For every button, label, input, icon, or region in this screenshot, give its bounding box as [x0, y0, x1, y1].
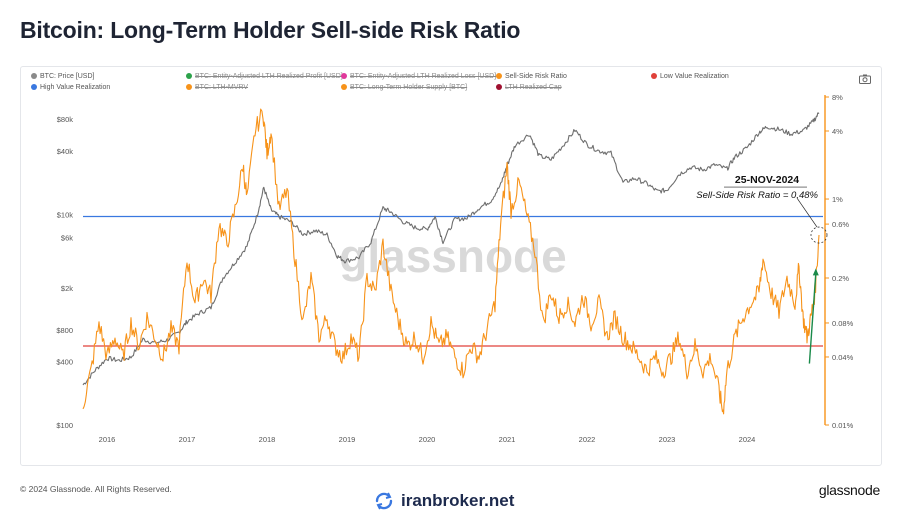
y-left-tick-label: $2k [61, 284, 73, 293]
x-tick-label: 2019 [339, 435, 356, 444]
footer-brand-logo: glassnode [818, 482, 880, 498]
legend-item[interactable]: Sell-Side Risk Ratio [496, 72, 567, 81]
y-left-tick-label: $6k [61, 234, 73, 243]
legend-label: BTC: Price [USD] [40, 73, 95, 80]
y-right-tick-label: 4% [832, 127, 843, 136]
legend-label: BTC: LTH-MVRV [195, 84, 249, 91]
legend-dot [31, 84, 37, 90]
y-left-tick-label: $100 [56, 421, 73, 430]
trend-arrow-head [812, 268, 819, 276]
annotation-pointer [796, 197, 818, 228]
site-name: iranbroker.net [401, 491, 515, 510]
legend-dot [341, 84, 347, 90]
footer-copyright: © 2024 Glassnode. All Rights Reserved. [20, 484, 172, 494]
y-right-tick-label: 0.2% [832, 274, 849, 283]
legend-label: BTC: Entity-Adjusted LTH Realized Loss [… [350, 73, 497, 80]
x-tick-label: 2020 [419, 435, 436, 444]
camera-icon[interactable] [859, 74, 871, 84]
y-left-tick-label: $80k [57, 115, 74, 124]
y-right-tick-label: 8% [832, 93, 843, 102]
legend-item[interactable]: BTC: LTH-MVRV [186, 83, 248, 92]
refresh-icon [375, 492, 393, 510]
x-tick-label: 2017 [179, 435, 196, 444]
x-tick-label: 2023 [659, 435, 676, 444]
x-tick-label: 2018 [259, 435, 276, 444]
y-left-tick-label: $40k [57, 147, 74, 156]
legend-label: Sell-Side Risk Ratio [505, 73, 567, 80]
y-right-tick-label: 0.04% [832, 353, 854, 362]
legend-dot [496, 73, 502, 79]
y-right-tick-label: 1% [832, 195, 843, 204]
legend-label: BTC: Entity-Adjusted LTH Realized Profit… [195, 73, 343, 80]
chart-panel: BTC: Price [USD] BTC: Entity-Adjusted LTH… [20, 66, 882, 466]
legend-item[interactable]: BTC: Entity-Adjusted LTH Realized Loss [… [341, 72, 496, 81]
legend-label: Low Value Realization [660, 73, 729, 80]
legend-item[interactable]: BTC: Entity-Adjusted LTH Realized Profit… [186, 72, 343, 81]
legend-item[interactable]: High Value Realization [31, 83, 110, 92]
site-watermark: iranbroker.net [373, 490, 514, 512]
legend-dot [341, 73, 347, 79]
legend-item[interactable]: Low Value Realization [651, 72, 729, 81]
legend-dot [496, 84, 502, 90]
annotation-circle [810, 226, 828, 244]
legend-dot [186, 84, 192, 90]
legend-label: BTC: Long-Term Holder Supply [BTC] [350, 84, 468, 91]
trend-arrow-line [808, 273, 817, 364]
sell-side-risk-series-line [82, 108, 820, 415]
legend-item[interactable]: BTC: Long-Term Holder Supply [BTC] [341, 83, 467, 92]
legend-label: LTH Realized Cap [505, 84, 562, 91]
annotation-date: 25-NOV-2024 [735, 174, 799, 186]
x-tick-label: 2024 [739, 435, 756, 444]
legend-item[interactable]: BTC: Price [USD] [31, 72, 94, 81]
y-left-tick-label: $400 [56, 358, 73, 367]
x-tick-label: 2016 [99, 435, 116, 444]
chart-svg: glassnode$100$400$800$2k$6k$10k$40k$80k0… [56, 93, 854, 444]
x-tick-label: 2021 [499, 435, 516, 444]
y-right-tick-label: 0.01% [832, 421, 854, 430]
legend-dot [31, 73, 37, 79]
legend-dot [186, 73, 192, 79]
y-right-tick-label: 0.6% [832, 220, 849, 229]
y-right-tick-label: 0.08% [832, 319, 854, 328]
legend-label: High Value Realization [40, 84, 111, 91]
page-title: Bitcoin: Long-Term Holder Sell-side Risk… [20, 17, 521, 43]
price-series-line [82, 112, 820, 386]
x-tick-label: 2022 [579, 435, 596, 444]
legend-item[interactable]: LTH Realized Cap [496, 83, 562, 92]
y-left-tick-label: $800 [56, 326, 73, 335]
legend-dot [651, 73, 657, 79]
y-left-tick-label: $10k [57, 210, 74, 219]
annotation-text: Sell-Side Risk Ratio = 0.48% [696, 190, 818, 201]
